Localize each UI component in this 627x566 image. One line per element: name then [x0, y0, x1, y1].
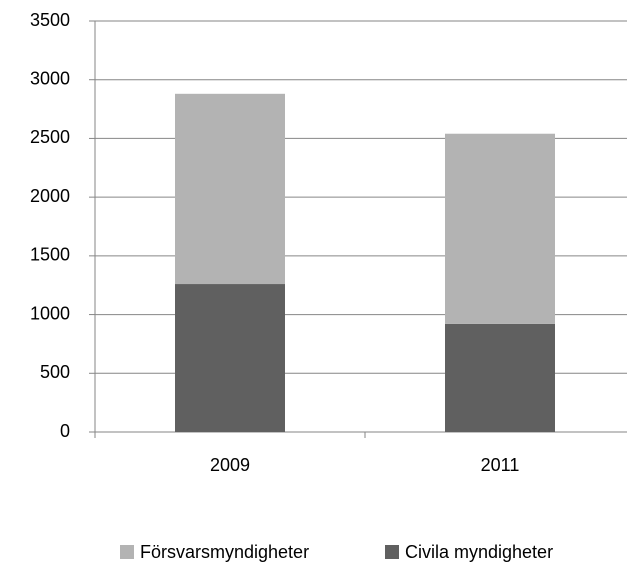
- bar-segment: [445, 323, 555, 432]
- y-tick-label: 3500: [30, 10, 70, 30]
- legend-label: Försvarsmyndigheter: [140, 542, 309, 562]
- y-tick-label: 1500: [30, 245, 70, 265]
- bar-segment: [175, 93, 285, 285]
- y-tick-label: 2000: [30, 186, 70, 206]
- legend-swatch: [385, 545, 399, 559]
- x-tick-label: 2011: [481, 455, 520, 475]
- y-tick-label: 3000: [30, 68, 70, 88]
- y-tick-label: 2500: [30, 127, 70, 147]
- y-tick-label: 1000: [30, 303, 70, 323]
- legend-swatch: [120, 545, 134, 559]
- x-tick-label: 2009: [210, 455, 250, 475]
- y-tick-label: 0: [60, 421, 70, 441]
- legend-label: Civila myndigheter: [405, 542, 553, 562]
- y-tick-label: 500: [40, 362, 70, 382]
- bar-segment: [445, 133, 555, 324]
- bar-segment: [175, 284, 285, 432]
